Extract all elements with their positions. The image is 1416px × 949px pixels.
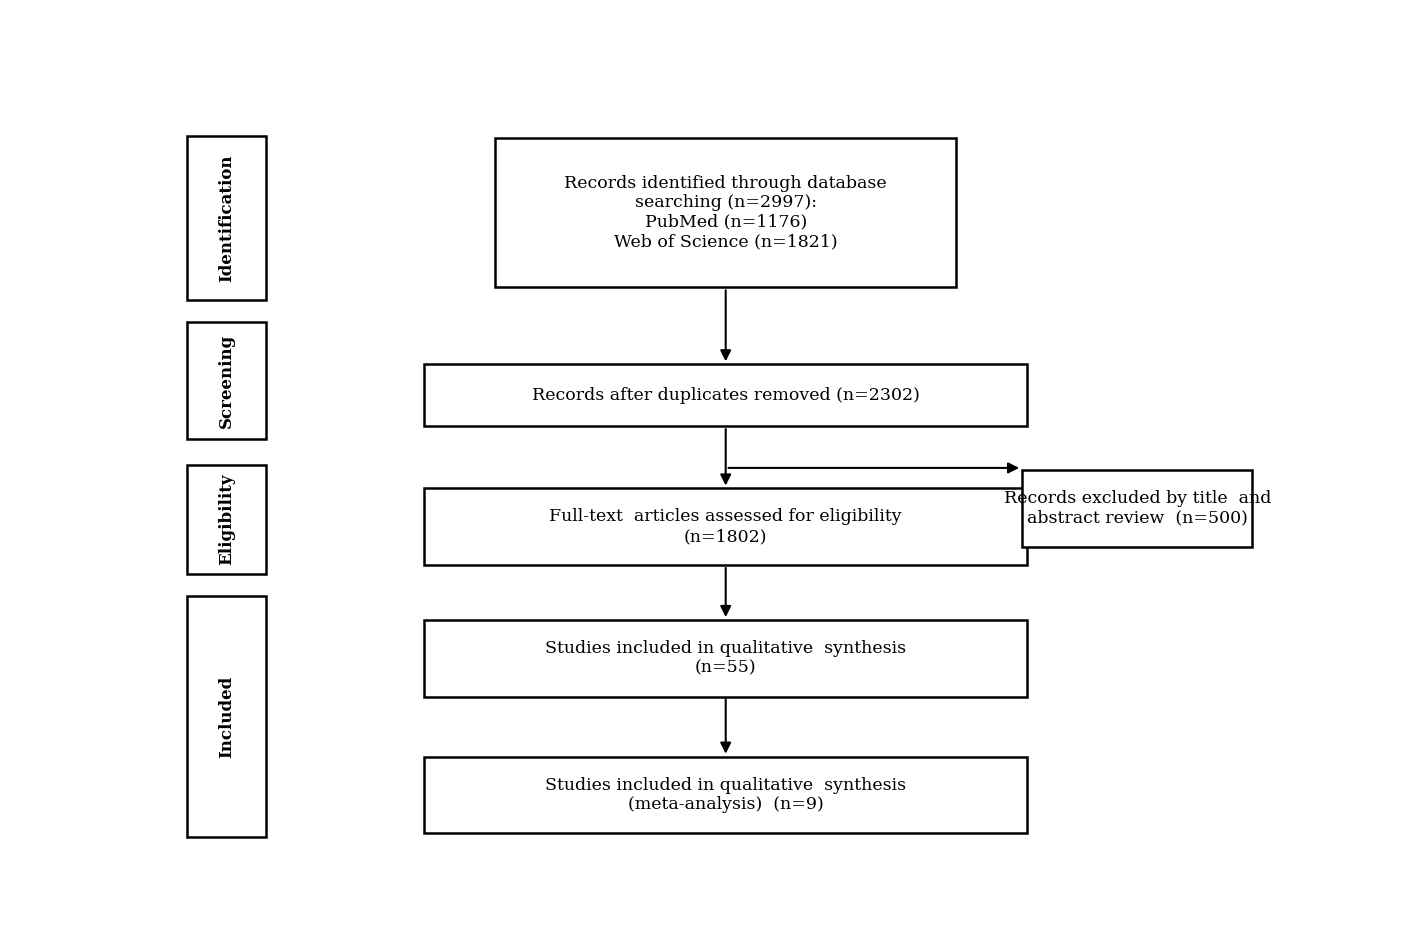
FancyBboxPatch shape [1022,470,1252,547]
FancyBboxPatch shape [423,364,1028,426]
FancyBboxPatch shape [187,596,266,837]
Text: Identification: Identification [218,155,235,282]
FancyBboxPatch shape [423,489,1028,565]
Text: Studies included in qualitative  synthesis
(meta-analysis)  (n=9): Studies included in qualitative synthesi… [545,776,906,813]
Text: Eligibility: Eligibility [218,474,235,566]
FancyBboxPatch shape [187,322,266,439]
Text: Records identified through database
searching (n=2997):
PubMed (n=1176)
Web of S: Records identified through database sear… [565,175,886,251]
FancyBboxPatch shape [187,465,266,574]
Text: Screening: Screening [218,333,235,428]
Text: Records excluded by title  and
abstract review  (n=500): Records excluded by title and abstract r… [1004,491,1272,527]
FancyBboxPatch shape [496,138,956,288]
FancyBboxPatch shape [187,136,266,300]
FancyBboxPatch shape [423,620,1028,697]
Text: Studies included in qualitative  synthesis
(n=55): Studies included in qualitative synthesi… [545,640,906,677]
Text: Included: Included [218,676,235,758]
Text: Full-text  articles assessed for eligibility
(n=1802): Full-text articles assessed for eligibil… [549,509,902,545]
Text: Records after duplicates removed (n=2302): Records after duplicates removed (n=2302… [532,386,919,403]
FancyBboxPatch shape [423,756,1028,833]
